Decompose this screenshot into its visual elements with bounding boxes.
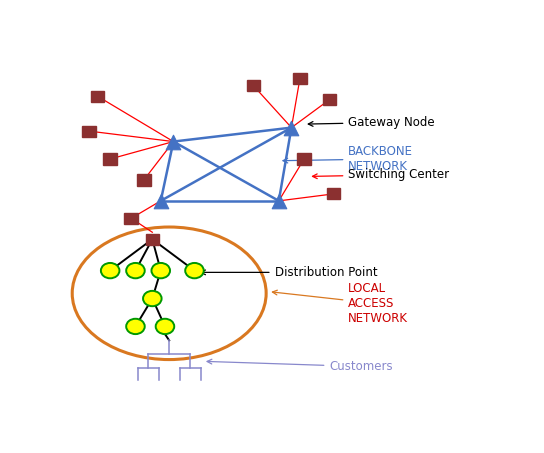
Circle shape	[156, 319, 174, 334]
Point	[287, 124, 296, 131]
Bar	[82, 125, 96, 137]
Bar	[293, 73, 307, 84]
Text: LOCAL
ACCESS
NETWORK: LOCAL ACCESS NETWORK	[273, 282, 409, 325]
Circle shape	[126, 263, 145, 278]
Text: Gateway Node: Gateway Node	[308, 116, 435, 129]
Bar	[298, 154, 311, 164]
Bar	[327, 188, 341, 199]
Circle shape	[126, 319, 145, 334]
Circle shape	[185, 263, 204, 278]
Circle shape	[143, 291, 162, 306]
Point	[169, 138, 178, 145]
Bar	[91, 91, 104, 102]
Text: Customers: Customers	[207, 359, 393, 373]
Circle shape	[101, 263, 120, 278]
Bar	[103, 154, 117, 164]
Text: Switching Center: Switching Center	[312, 168, 449, 181]
Point	[157, 197, 165, 204]
Bar	[323, 94, 336, 105]
Text: BACKBONE
NETWORK: BACKBONE NETWORK	[283, 145, 413, 173]
Text: Distribution Point: Distribution Point	[201, 266, 377, 279]
Point	[275, 197, 283, 204]
Bar	[125, 213, 138, 224]
Bar	[247, 80, 260, 92]
Bar	[137, 174, 151, 186]
Circle shape	[151, 263, 170, 278]
Bar	[146, 234, 159, 245]
